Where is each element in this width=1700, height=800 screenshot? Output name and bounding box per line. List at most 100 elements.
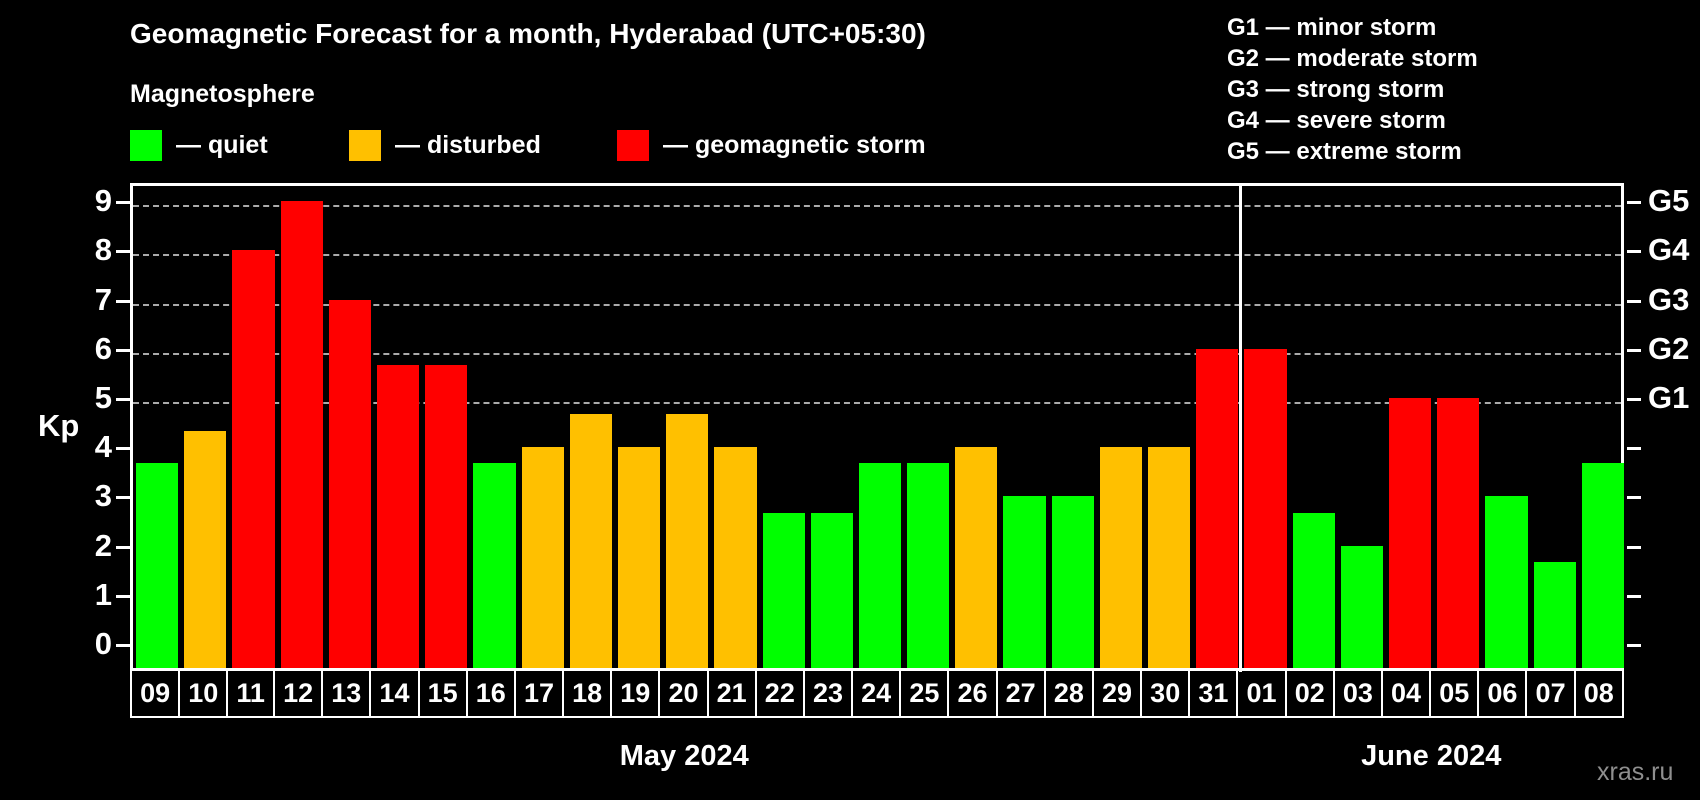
month-separator-line [1239, 186, 1243, 672]
right-axis-label-g3: G3 [1648, 281, 1690, 317]
bar-day-20 [666, 414, 709, 668]
day-cell-03: 03 [1332, 669, 1383, 718]
y-tick-label-1: 1 [94, 576, 112, 612]
left-tick-6 [116, 348, 130, 352]
legend-label-quiet: — quiet [176, 131, 268, 159]
plot-area [130, 183, 1624, 672]
left-tick-3 [116, 496, 130, 500]
bar-day-22 [762, 512, 805, 668]
bar-day-12 [280, 201, 323, 668]
day-cell-13: 13 [321, 669, 372, 718]
bar-day-25 [907, 463, 950, 668]
day-cell-29: 29 [1091, 669, 1143, 718]
bar-day-05 [1437, 398, 1480, 668]
day-cell-22: 22 [754, 669, 805, 718]
right-axis-label-g1: G1 [1648, 380, 1690, 415]
gridline-kp-6 [133, 352, 1621, 355]
day-cell-14: 14 [369, 669, 420, 718]
y-tick-label-8: 8 [94, 232, 112, 268]
bar-day-09 [136, 463, 179, 668]
day-cell-12: 12 [273, 669, 324, 718]
bar-day-07 [1533, 561, 1576, 668]
bar-day-27 [1003, 496, 1046, 668]
right-tick-2 [1627, 545, 1641, 549]
bar-day-02 [1292, 512, 1335, 668]
right-tick-7 [1627, 299, 1641, 303]
month-label-0: May 2024 [619, 740, 749, 772]
y-tick-label-2: 2 [94, 527, 112, 563]
storm-color-swatch [617, 130, 649, 161]
right-axis-label-g5: G5 [1648, 183, 1690, 219]
right-tick-5 [1627, 398, 1641, 401]
day-cell-18: 18 [562, 669, 613, 718]
right-axis-label-g2: G2 [1648, 330, 1690, 366]
y-tick-label-7: 7 [94, 281, 112, 317]
y-tick-label-6: 6 [94, 330, 112, 366]
legend-item-storm: — geomagnetic storm [617, 130, 926, 161]
day-cell-05: 05 [1429, 669, 1480, 718]
bar-day-31 [1196, 348, 1239, 668]
bar-day-24 [858, 463, 902, 668]
day-cell-02: 02 [1284, 669, 1335, 718]
right-tick-3 [1627, 496, 1641, 500]
bar-day-01 [1244, 348, 1287, 668]
gridline-kp-5 [133, 402, 1621, 404]
right-tick-4 [1627, 447, 1641, 451]
bar-day-11 [232, 250, 275, 668]
day-cell-15: 15 [417, 669, 468, 718]
day-cell-28: 28 [1043, 669, 1094, 718]
y-tick-label-9: 9 [94, 183, 112, 219]
day-cell-30: 30 [1140, 669, 1191, 718]
bar-day-23 [810, 512, 853, 668]
bar-day-19 [617, 447, 661, 668]
left-tick-2 [116, 545, 130, 549]
right-tick-8 [1627, 250, 1641, 254]
day-cell-09: 09 [130, 669, 181, 718]
right-tick-1 [1627, 594, 1641, 598]
day-cell-27: 27 [995, 669, 1046, 718]
bar-day-08 [1581, 463, 1624, 668]
bar-day-04 [1389, 398, 1432, 668]
day-cell-11: 11 [226, 669, 276, 718]
day-cell-04: 04 [1380, 669, 1432, 718]
watermark: xras.ru [1597, 758, 1674, 786]
left-tick-5 [116, 398, 130, 401]
storm-scale-legend: G1 — minor storm G2 — moderate storm G3 … [1227, 12, 1478, 167]
storm-scale-g4: G4 — severe storm [1227, 107, 1446, 134]
right-axis-label-g4: G4 [1648, 232, 1690, 268]
y-axis-label: Kp [38, 408, 80, 443]
right-tick-6 [1627, 348, 1641, 352]
bar-day-03 [1340, 545, 1384, 668]
disturbed-color-swatch [349, 130, 381, 161]
day-cell-21: 21 [706, 669, 757, 718]
legend-item-disturbed: — disturbed [349, 130, 541, 161]
day-cell-01: 01 [1236, 669, 1287, 718]
y-tick-label-5: 5 [94, 380, 112, 415]
gridline-kp-8 [133, 254, 1621, 257]
quiet-color-swatch [130, 130, 162, 161]
bar-day-10 [184, 430, 227, 668]
bar-day-26 [955, 447, 998, 668]
day-cell-23: 23 [802, 669, 854, 718]
day-cell-25: 25 [899, 669, 950, 718]
day-cell-10: 10 [178, 669, 229, 718]
day-cell-16: 16 [465, 669, 516, 718]
y-tick-label-4: 4 [94, 429, 112, 465]
bar-day-18 [569, 414, 612, 668]
bar-day-14 [376, 365, 420, 668]
chart-title: Geomagnetic Forecast for a month, Hydera… [130, 18, 926, 49]
storm-scale-g2: G2 — moderate storm [1227, 45, 1478, 72]
storm-scale-g1: G1 — minor storm [1227, 14, 1437, 41]
day-cell-08: 08 [1573, 669, 1624, 718]
bar-day-28 [1051, 496, 1094, 668]
chart-subtitle: Magnetosphere [130, 80, 315, 108]
day-cell-19: 19 [610, 669, 661, 718]
day-cell-24: 24 [851, 669, 902, 718]
day-cell-20: 20 [658, 669, 709, 718]
bar-day-29 [1099, 447, 1143, 668]
month-label-1: June 2024 [1361, 740, 1502, 772]
bar-day-13 [328, 299, 371, 668]
left-tick-9 [116, 201, 130, 205]
day-cell-17: 17 [513, 669, 565, 718]
gridline-kp-9 [133, 205, 1621, 208]
